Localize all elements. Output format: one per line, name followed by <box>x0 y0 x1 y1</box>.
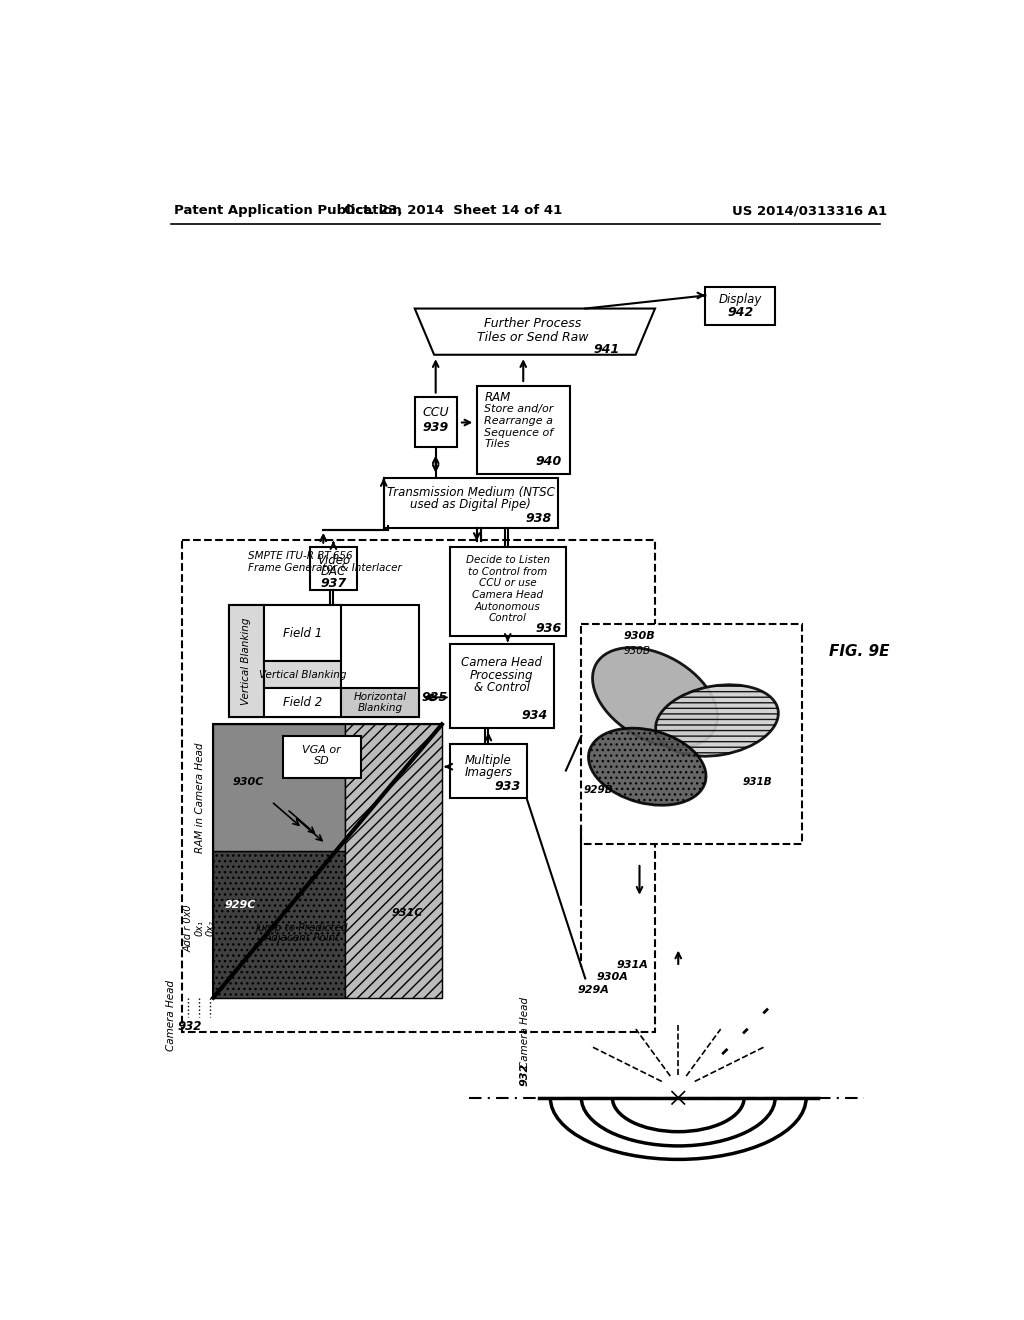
Text: Horizontal: Horizontal <box>353 693 407 702</box>
Text: Rearrange a: Rearrange a <box>484 416 554 426</box>
Text: Adjacent Point: Adjacent Point <box>264 933 340 944</box>
Text: RAM in Camera Head: RAM in Camera Head <box>196 742 205 853</box>
Text: 937: 937 <box>321 577 346 590</box>
Ellipse shape <box>589 729 706 805</box>
Bar <box>450 644 554 729</box>
Text: Display: Display <box>719 293 762 306</box>
Bar <box>450 548 566 636</box>
Bar <box>706 286 775 326</box>
Text: CCU: CCU <box>422 407 449 418</box>
Text: Camera Head: Camera Head <box>472 590 544 601</box>
Text: 929B: 929B <box>584 785 613 795</box>
Text: 930B: 930B <box>624 631 655 640</box>
Text: 0x₂: 0x₂ <box>205 920 215 936</box>
Text: 940: 940 <box>536 454 562 467</box>
Bar <box>213 725 442 998</box>
Text: Further Process: Further Process <box>484 317 582 330</box>
Text: FIG. 9E: FIG. 9E <box>829 644 890 659</box>
Text: 932: 932 <box>520 1063 529 1086</box>
Text: 929A: 929A <box>578 985 609 995</box>
Text: 933: 933 <box>495 780 521 793</box>
Text: Multiple: Multiple <box>465 754 512 767</box>
Text: Oct. 23, 2014  Sheet 14 of 41: Oct. 23, 2014 Sheet 14 of 41 <box>344 205 562 218</box>
Text: Imagers: Imagers <box>464 766 512 779</box>
Text: Camera Head: Camera Head <box>520 997 529 1068</box>
Text: 0x₁: 0x₁ <box>195 920 205 936</box>
Text: Jump to Predicted: Jump to Predicted <box>256 924 349 933</box>
Bar <box>582 624 802 843</box>
Bar <box>228 605 263 717</box>
Polygon shape <box>345 725 442 998</box>
Text: Video: Video <box>316 554 350 566</box>
Text: SD: SD <box>314 755 330 766</box>
Polygon shape <box>415 309 655 355</box>
Text: 934: 934 <box>522 709 548 722</box>
Text: 941: 941 <box>594 343 621 356</box>
Text: to Control from: to Control from <box>468 566 548 577</box>
Text: Frame Generator & Interlacer: Frame Generator & Interlacer <box>248 562 401 573</box>
Ellipse shape <box>655 685 778 756</box>
Bar <box>415 397 458 447</box>
Bar <box>341 688 419 717</box>
Bar <box>384 478 558 528</box>
Text: CCU or use: CCU or use <box>479 578 537 589</box>
Text: 942: 942 <box>727 306 754 319</box>
Text: Tiles: Tiles <box>484 440 510 449</box>
Bar <box>228 605 419 717</box>
Bar <box>283 737 360 779</box>
Text: Control: Control <box>488 612 526 623</box>
Text: & Control: & Control <box>474 681 529 694</box>
Text: Decide to Listen: Decide to Listen <box>466 556 550 565</box>
Text: VGA or: VGA or <box>302 744 341 755</box>
Text: SMPTE ITU-R BT.656: SMPTE ITU-R BT.656 <box>248 552 352 561</box>
Bar <box>310 548 356 590</box>
Text: used as Digital Pipe): used as Digital Pipe) <box>411 499 531 511</box>
Text: Blanking: Blanking <box>357 704 402 713</box>
Text: 936: 936 <box>536 622 562 635</box>
Text: 931C: 931C <box>391 908 423 917</box>
Text: Autonomous: Autonomous <box>475 602 541 611</box>
Text: Vertical Blanking: Vertical Blanking <box>259 671 346 680</box>
Text: 930C: 930C <box>232 777 264 787</box>
Text: 929C: 929C <box>224 900 256 911</box>
Text: DAC: DAC <box>321 565 346 578</box>
Bar <box>263 688 341 717</box>
Text: Sequence of: Sequence of <box>484 428 554 437</box>
Text: Transmission Medium (NTSC: Transmission Medium (NTSC <box>387 486 554 499</box>
Text: Tiles or Send Raw: Tiles or Send Raw <box>477 330 589 343</box>
Text: Camera Head: Camera Head <box>166 979 176 1051</box>
Text: 939: 939 <box>423 421 449 434</box>
Polygon shape <box>213 725 345 851</box>
Bar <box>477 385 569 474</box>
Text: Patent Application Publication: Patent Application Publication <box>174 205 402 218</box>
Bar <box>182 540 655 1032</box>
Text: Add r 0x0: Add r 0x0 <box>183 904 194 952</box>
Text: Field 1: Field 1 <box>283 627 322 640</box>
Bar <box>450 743 527 797</box>
Bar <box>263 605 341 661</box>
Text: 938: 938 <box>525 512 552 525</box>
Text: 931B: 931B <box>742 777 772 787</box>
Ellipse shape <box>593 648 718 747</box>
Text: Field 2: Field 2 <box>283 696 322 709</box>
Text: 931A: 931A <box>616 961 648 970</box>
Text: Store and/or: Store and/or <box>484 404 554 414</box>
Text: 930A: 930A <box>597 972 629 982</box>
Text: RAM: RAM <box>484 391 511 404</box>
Text: Camera Head: Camera Head <box>461 656 542 669</box>
Text: 930B: 930B <box>624 647 651 656</box>
Text: US 2014/0313316 A1: US 2014/0313316 A1 <box>732 205 888 218</box>
Text: Processing: Processing <box>470 668 534 681</box>
Text: 935: 935 <box>421 690 447 704</box>
Text: 932: 932 <box>178 1020 202 1034</box>
Bar <box>263 661 341 688</box>
Polygon shape <box>213 851 345 998</box>
Text: Vertical Blanking: Vertical Blanking <box>241 618 251 705</box>
